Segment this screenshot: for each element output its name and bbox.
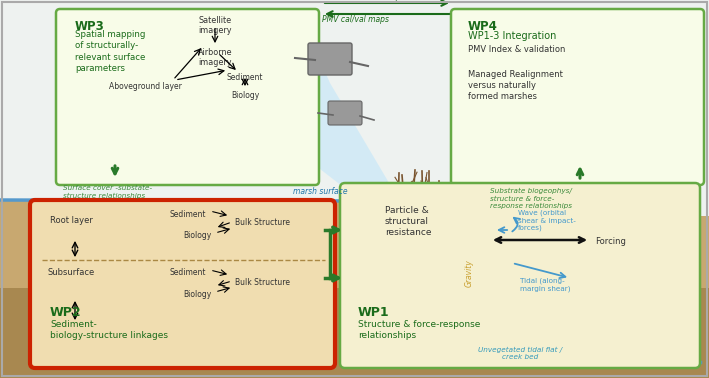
Text: Sediment: Sediment bbox=[227, 73, 263, 82]
Polygon shape bbox=[0, 288, 709, 378]
Text: Satellite
imagery: Satellite imagery bbox=[199, 16, 232, 36]
Text: Tidal (along-
margin shear): Tidal (along- margin shear) bbox=[520, 278, 571, 292]
FancyBboxPatch shape bbox=[308, 43, 352, 75]
Text: WP1: WP1 bbox=[358, 306, 390, 319]
Text: PMV cal/val maps: PMV cal/val maps bbox=[322, 15, 389, 24]
Text: Managed Realignment
versus naturally
formed marshes: Managed Realignment versus naturally for… bbox=[468, 70, 563, 101]
Text: Biology: Biology bbox=[183, 231, 211, 240]
Text: Biology: Biology bbox=[183, 290, 211, 299]
Text: Sediment: Sediment bbox=[170, 210, 206, 219]
FancyBboxPatch shape bbox=[30, 200, 335, 368]
Text: Aboveground layer: Aboveground layer bbox=[108, 82, 182, 91]
Text: Bulk Structure: Bulk Structure bbox=[235, 218, 290, 227]
Text: Bulk Structure: Bulk Structure bbox=[235, 278, 290, 287]
Text: WP3: WP3 bbox=[75, 20, 105, 33]
FancyBboxPatch shape bbox=[328, 101, 362, 125]
Polygon shape bbox=[280, 38, 395, 200]
Text: PMV Index & validation: PMV Index & validation bbox=[468, 45, 565, 54]
Text: Wave (orbital
shear & impact-
forces): Wave (orbital shear & impact- forces) bbox=[518, 210, 576, 231]
Text: Gravity: Gravity bbox=[465, 259, 474, 287]
Text: marsh surface: marsh surface bbox=[293, 187, 347, 196]
Text: Sediment-
biology-structure linkages: Sediment- biology-structure linkages bbox=[50, 320, 168, 340]
Polygon shape bbox=[0, 198, 709, 378]
Text: Subsurface: Subsurface bbox=[48, 268, 95, 277]
Text: WP4: WP4 bbox=[468, 20, 498, 33]
Text: Biology: Biology bbox=[231, 91, 259, 100]
Text: Obs marsh loss maps: Obs marsh loss maps bbox=[322, 0, 404, 1]
Text: Sediment: Sediment bbox=[170, 268, 206, 277]
FancyBboxPatch shape bbox=[451, 9, 704, 185]
Text: Surface cover -substate-
structure relationships: Surface cover -substate- structure relat… bbox=[63, 185, 152, 199]
Text: Forcing: Forcing bbox=[595, 237, 626, 246]
Text: WP1-3 Integration: WP1-3 Integration bbox=[468, 31, 557, 41]
Text: Unvegetated tidal flat /
creek bed: Unvegetated tidal flat / creek bed bbox=[478, 347, 562, 360]
Text: Substrate biogeophys/
structure & force-
response relationships: Substrate biogeophys/ structure & force-… bbox=[490, 188, 572, 209]
FancyBboxPatch shape bbox=[340, 183, 700, 368]
Text: Particle &
structural
resistance: Particle & structural resistance bbox=[385, 206, 432, 237]
Text: Airborne
imagery: Airborne imagery bbox=[198, 48, 233, 67]
Text: Spatial mapping
of structurally-
relevant surface
parameters: Spatial mapping of structurally- relevan… bbox=[75, 30, 145, 73]
Text: WP2: WP2 bbox=[50, 306, 82, 319]
FancyBboxPatch shape bbox=[56, 9, 319, 185]
Text: Root layer: Root layer bbox=[50, 216, 93, 225]
Text: Structure & force-response
relationships: Structure & force-response relationships bbox=[358, 320, 481, 340]
